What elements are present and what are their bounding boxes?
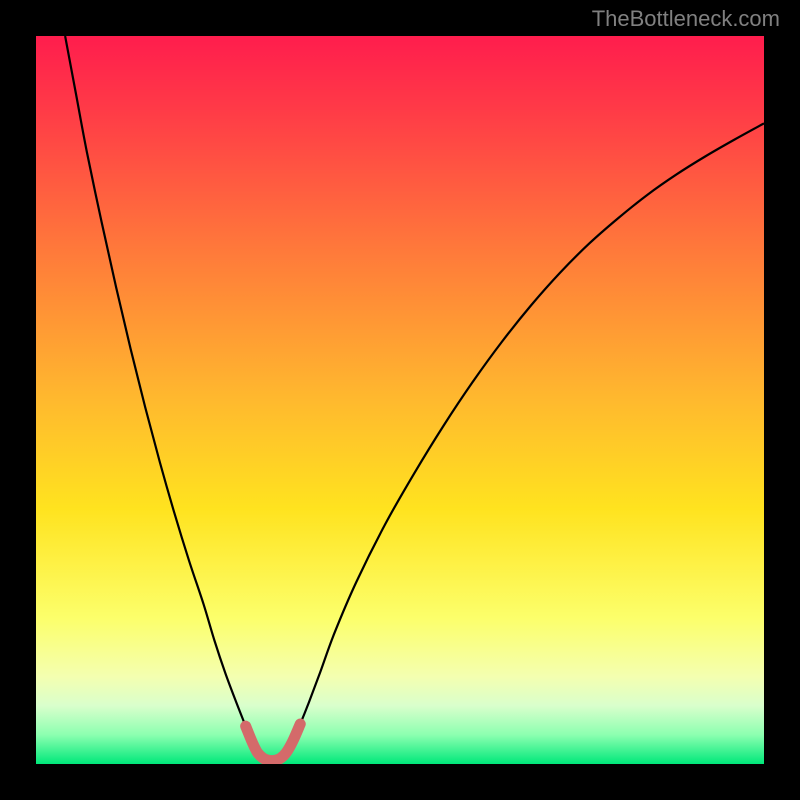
plot-svg <box>36 36 764 764</box>
plot-area <box>36 36 764 764</box>
plot-background <box>36 36 764 764</box>
watermark-text: TheBottleneck.com <box>592 6 780 32</box>
